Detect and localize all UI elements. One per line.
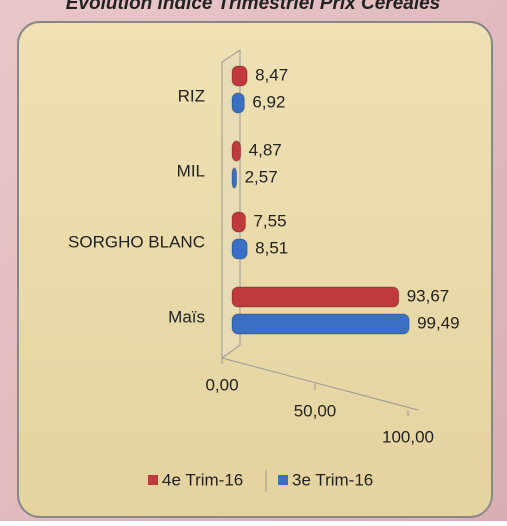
legend-label: 4e Trim-16 — [162, 470, 243, 489]
chart-panel — [17, 21, 493, 518]
category-label: MIL — [177, 161, 205, 180]
value-label: 93,67 — [407, 286, 450, 305]
bar — [231, 286, 400, 308]
legend-swatch — [278, 475, 288, 485]
bar — [231, 140, 242, 162]
bar — [231, 167, 238, 189]
category-label: SORGHO BLANC — [68, 232, 205, 251]
x-tick-label: 50,00 — [294, 401, 337, 420]
value-label: 8,47 — [255, 65, 288, 84]
category-label: RIZ — [178, 86, 205, 105]
bar — [231, 65, 248, 87]
x-axis — [221, 357, 419, 411]
back-wall — [221, 49, 241, 359]
value-label: 7,55 — [253, 211, 286, 230]
x-tick-label: 100,00 — [382, 427, 434, 446]
bar — [231, 238, 248, 260]
legend-label: 3e Trim-16 — [292, 470, 373, 489]
bar — [231, 211, 246, 233]
chart-title: Evolution indice Trimestriel Prix Céréal… — [66, 0, 441, 14]
value-label: 99,49 — [417, 313, 460, 332]
value-label: 8,51 — [255, 238, 288, 257]
legend-swatch — [148, 475, 158, 485]
value-label: 2,57 — [245, 167, 278, 186]
bar — [231, 313, 410, 335]
bar — [231, 92, 245, 114]
x-tick-label: 0,00 — [205, 375, 238, 394]
value-label: 4,87 — [249, 140, 282, 159]
category-label: Maïs — [168, 307, 205, 326]
value-label: 6,92 — [252, 92, 285, 111]
